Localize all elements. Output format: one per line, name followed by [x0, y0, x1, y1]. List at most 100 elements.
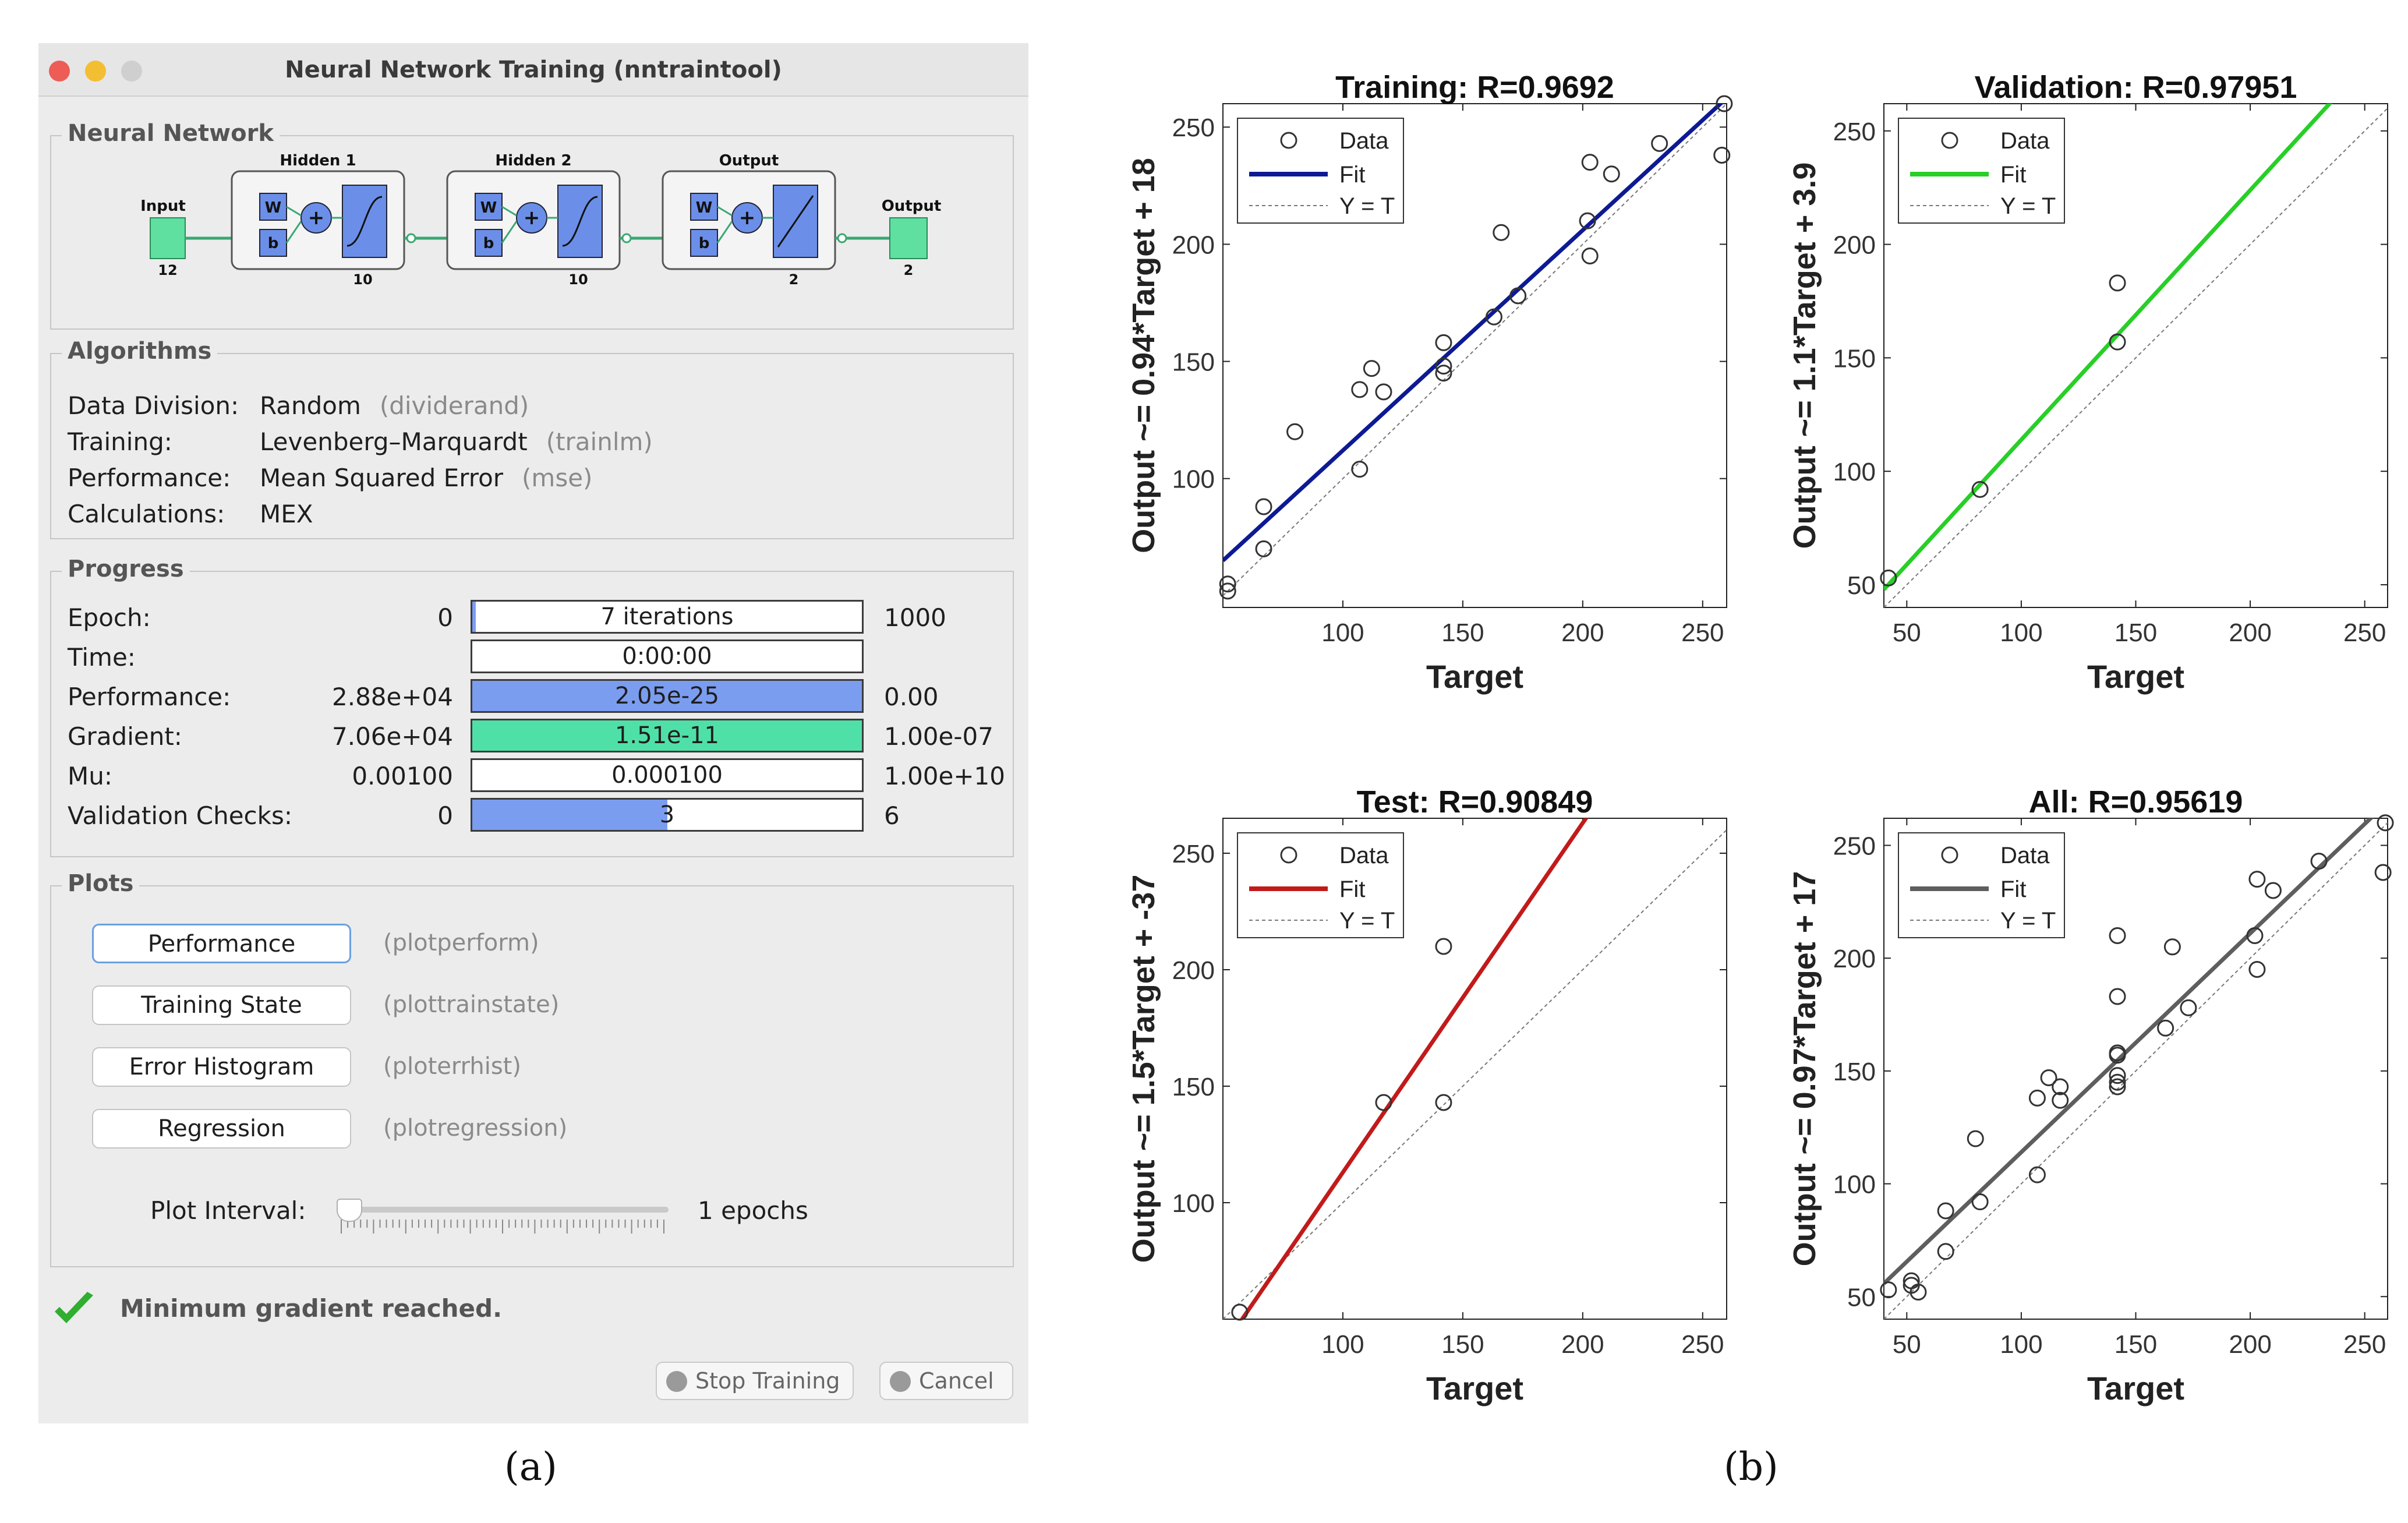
plot-legend: Data Fit Y = T	[1237, 832, 1404, 938]
progress-label: Epoch:	[68, 603, 151, 632]
input-size: 12	[158, 262, 177, 278]
progress-min: 0	[437, 603, 453, 632]
data-point	[1581, 154, 1599, 171]
plot-button-performance[interactable]: Performance	[92, 924, 351, 963]
data-point	[1435, 938, 1452, 955]
regression-plot-4: All: R=0.95619 Target Output ~= 0.97*Targe…	[1787, 785, 2394, 1407]
plot-button-training-state[interactable]: Training State	[92, 985, 351, 1025]
progress-label: Mu:	[68, 762, 113, 790]
legend-data: Data	[1339, 843, 1389, 868]
x-tick-label: 150	[2114, 619, 2157, 647]
fit-line	[1223, 104, 1724, 563]
progress-value: 2.05e-25	[614, 683, 719, 709]
data-point	[2163, 938, 2181, 956]
y-tick-label: 250	[1172, 840, 1215, 868]
algorithm-row-wrap: Random (dividerand)	[260, 391, 529, 420]
layer-title: Hidden 2	[495, 152, 571, 169]
plot-button-regression[interactable]: Regression	[92, 1109, 351, 1149]
slider-track	[337, 1207, 669, 1213]
plot-legend: Data Fit Y = T	[1237, 118, 1404, 224]
data-point	[2028, 1166, 2046, 1183]
plot-title: Validation: R=0.97951	[1975, 70, 2297, 105]
regression-plot-3: Test: R=0.90849 Target Output ~= 1.5*Targe…	[1126, 785, 1727, 1407]
plot-interval-slider[interactable]	[337, 1190, 669, 1243]
section-title: Progress	[62, 556, 190, 582]
x-tick-label: 50	[1893, 1330, 1921, 1359]
identity-line	[1223, 829, 1727, 1319]
input-block	[150, 217, 186, 259]
close-window-button[interactable]	[49, 61, 70, 82]
progress-max: 1.00e-07	[884, 722, 993, 751]
svg-text:+: +	[524, 206, 540, 229]
data-point	[1286, 423, 1304, 440]
progress-bar: 7 iterations	[471, 600, 864, 634]
progress-min: 7.06e+04	[332, 722, 453, 751]
y-tick-label: 100	[1172, 1189, 1215, 1218]
algorithm-label: Performance:	[68, 464, 231, 492]
progress-bar: 0.000100	[471, 758, 864, 792]
algorithm-label: Training:	[68, 427, 172, 456]
slider-thumb[interactable]	[337, 1199, 362, 1222]
regression-plot-1: Training: R=0.9692 Target Output ~= 0.94*T…	[1126, 70, 1733, 695]
progress-bar: 3	[471, 798, 864, 832]
progress-label: Validation Checks:	[68, 801, 292, 830]
network-diagram: Input 12 Hidden 1 Wb +10 Hidden 2 Wb +10 Outpu…	[140, 152, 941, 288]
stop-training-button[interactable]: Stop Training	[656, 1362, 854, 1400]
data-point	[1937, 1202, 1954, 1220]
slider-ticks	[341, 1220, 664, 1234]
data-point	[1219, 582, 1236, 600]
section-title: Neural Network	[62, 120, 280, 147]
y-tick-label: 150	[1833, 1058, 1876, 1086]
legend-fit: Fit	[2000, 877, 2026, 902]
data-point	[2109, 1073, 2126, 1091]
identity-line	[1223, 104, 1727, 596]
cancel-button[interactable]: Cancel	[879, 1362, 1013, 1400]
weight-label: W	[696, 199, 713, 217]
algorithm-function: (mse)	[522, 464, 593, 492]
data-point	[2109, 1067, 2126, 1084]
progress-section: Progress Epoch: 0 7 iterations 1000 Time: 0:0…	[50, 556, 1014, 857]
layer-size: 10	[568, 271, 588, 288]
data-point	[2246, 927, 2264, 944]
progress-max: 6	[884, 801, 900, 830]
algorithm-function: (trainlm)	[546, 427, 653, 456]
progress-label: Gradient:	[68, 722, 182, 751]
data-point	[2109, 988, 2126, 1005]
data-point	[1651, 135, 1668, 152]
progress-bar: 0:00:00	[471, 639, 864, 673]
legend-identity: Y = T	[2000, 908, 2056, 934]
x-tick-label: 100	[1321, 1330, 1364, 1359]
y-axis-label: Output ~= 0.94*Target + 18	[1126, 158, 1161, 553]
progress-fill	[472, 720, 862, 751]
data-point	[1509, 287, 1527, 305]
minimize-window-button[interactable]	[85, 61, 106, 82]
data-point	[1485, 308, 1502, 326]
progress-bar: 1.51e-11	[471, 719, 864, 752]
x-tick-label: 250	[2343, 1330, 2386, 1359]
x-tick-label: 150	[1441, 619, 1484, 647]
data-point	[2157, 1019, 2174, 1037]
legend-data: Data	[1339, 128, 1389, 154]
data-point	[1971, 1193, 1989, 1211]
zoom-window-button[interactable]	[121, 61, 142, 82]
y-tick-label: 50	[1847, 571, 1876, 600]
data-point	[1435, 365, 1452, 382]
identity-line	[1884, 108, 2388, 607]
y-tick-label: 250	[1833, 832, 1876, 860]
regression-plot-2: Validation: R=0.97951 Target Output ~= 1.1…	[1787, 70, 2388, 695]
algorithm-value: Levenberg–Marquardt	[260, 427, 528, 456]
bias-label: b	[268, 235, 279, 252]
plot-interval-value: 1 epochs	[698, 1196, 808, 1225]
legend-data: Data	[2000, 128, 2050, 154]
data-point	[2052, 1091, 2069, 1109]
algorithms-section: Algorithms Data Division: Random (dividera…	[50, 338, 1014, 539]
algorithm-function: (dividerand)	[379, 391, 529, 420]
weight-label: W	[480, 199, 497, 217]
plot-button-error-histogram[interactable]: Error Histogram	[92, 1047, 351, 1087]
data-point	[1255, 498, 1272, 515]
x-axis-label: Target	[2087, 658, 2184, 695]
data-point	[2040, 1069, 2057, 1086]
data-point	[1937, 1243, 1954, 1260]
algorithm-value: MEX	[260, 500, 313, 528]
x-tick-label: 150	[2114, 1330, 2157, 1359]
